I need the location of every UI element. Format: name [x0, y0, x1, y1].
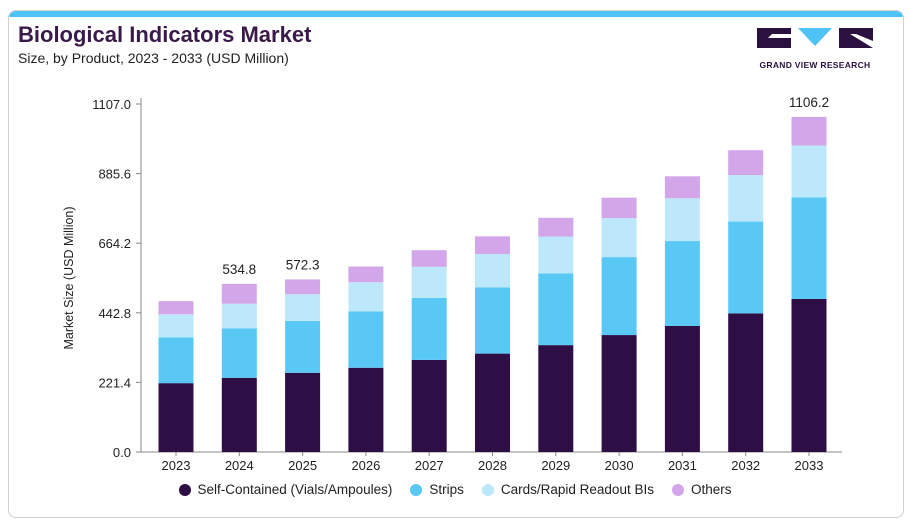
x-tick-label: 2033 — [795, 458, 824, 473]
bar-segment — [601, 335, 637, 452]
bar-segment — [601, 257, 637, 336]
legend-label: Cards/Rapid Readout BIs — [500, 482, 654, 497]
bar-segment — [791, 145, 827, 198]
y-tick-label: 664.2 — [98, 236, 131, 251]
legend-swatch — [178, 483, 191, 496]
legend-swatch — [410, 483, 423, 496]
logo-chevron — [798, 28, 832, 46]
legend-swatch — [481, 483, 494, 496]
bar-segment — [728, 221, 764, 314]
logo-text: GRAND VIEW RESEARCH — [759, 60, 871, 70]
x-tick-label: 2023 — [162, 458, 191, 473]
bar-segment — [475, 236, 510, 254]
legend-item: Cards/Rapid Readout BIs — [481, 482, 654, 497]
legend-label: Others — [690, 482, 732, 497]
bar-segment — [158, 337, 194, 384]
y-tick-label: 221.4 — [98, 375, 131, 390]
bar-segment — [538, 273, 574, 346]
legend-item: Others — [671, 482, 732, 497]
bar-segment — [475, 253, 510, 288]
bar-segment — [221, 283, 257, 304]
bar-segment — [411, 266, 447, 298]
y-tick-label: 885.6 — [98, 167, 131, 182]
legend-item: Self-Contained (Vials/Ampoules) — [178, 482, 393, 497]
bar-segment — [348, 367, 384, 452]
legend-label: Self-Contained (Vials/Ampoules) — [197, 482, 393, 497]
bar-total-label: 1106.2 — [789, 95, 829, 110]
bar-segment — [728, 313, 764, 452]
x-tick-label: 2030 — [605, 458, 634, 473]
bar-segment — [538, 345, 574, 452]
bar-segment — [221, 377, 257, 452]
bar-segment — [285, 320, 321, 373]
x-tick-label: 2027 — [415, 458, 444, 473]
bar-segment — [728, 175, 764, 222]
x-tick-label: 2032 — [731, 458, 760, 473]
bar-total-label: 534.8 — [222, 262, 256, 277]
legend-swatch — [671, 483, 684, 496]
bar-segment — [158, 301, 194, 315]
bar-segment — [475, 287, 510, 354]
bar-segment — [285, 279, 321, 295]
x-tick-label: 2031 — [668, 458, 697, 473]
bar-segment — [601, 197, 637, 219]
y-tick-label: 0.0 — [113, 445, 131, 460]
bar-segment — [664, 198, 700, 242]
bar-segment — [285, 372, 321, 452]
bar-segment — [728, 150, 764, 176]
bar-segment — [791, 197, 827, 299]
bar-segment — [664, 176, 700, 199]
bar-segment — [664, 241, 700, 326]
y-tick-label: 1107.0 — [92, 97, 131, 112]
bar-segment — [285, 294, 321, 321]
stacked-bar-chart: 0.0 221.4 442.8 664.2 885.6 1107.0 Market Size… — [62, 95, 842, 473]
y-axis-label: Market Size (USD Million) — [62, 206, 76, 349]
chart-title: Biological Indicators Market — [18, 22, 312, 47]
bar-total-label: 572.3 — [286, 257, 320, 272]
bar-segment — [411, 297, 447, 360]
bar-segment — [411, 359, 447, 452]
x-tick-label: 2024 — [225, 458, 254, 473]
bar-segment — [158, 383, 194, 452]
bar-segment — [348, 266, 384, 283]
bar-segment — [791, 298, 827, 452]
logo-block-right — [839, 28, 873, 48]
y-tick-label: 442.8 — [98, 306, 131, 321]
bar-segment — [221, 328, 257, 378]
legend-label: Strips — [429, 482, 464, 497]
bar-segment — [348, 311, 384, 368]
bar-segment — [664, 325, 700, 452]
x-tick-label: 2026 — [351, 458, 380, 473]
logo-notch-left — [768, 34, 791, 38]
chart-legend: Self-Contained (Vials/Ampoules) Strips Car… — [0, 482, 910, 497]
bar-segment — [411, 250, 447, 267]
top-accent-bar — [9, 11, 903, 17]
bar-segment — [538, 217, 574, 237]
bar-segment — [348, 282, 384, 312]
x-tick-label: 2025 — [288, 458, 317, 473]
x-tick-label: 2029 — [541, 458, 570, 473]
chart-subtitle: Size, by Product, 2023 - 2033 (USD Milli… — [18, 50, 289, 66]
x-tick-label: 2028 — [478, 458, 507, 473]
grand-view-research-logo — [757, 28, 873, 48]
bar-segment — [601, 218, 637, 258]
legend-item: Strips — [410, 482, 464, 497]
bar-segment — [538, 236, 574, 274]
bar-segment — [791, 116, 827, 146]
bar-segment — [158, 314, 194, 338]
bar-segment — [221, 303, 257, 329]
bar-segment — [475, 353, 510, 452]
logo-notch-right — [850, 34, 873, 48]
